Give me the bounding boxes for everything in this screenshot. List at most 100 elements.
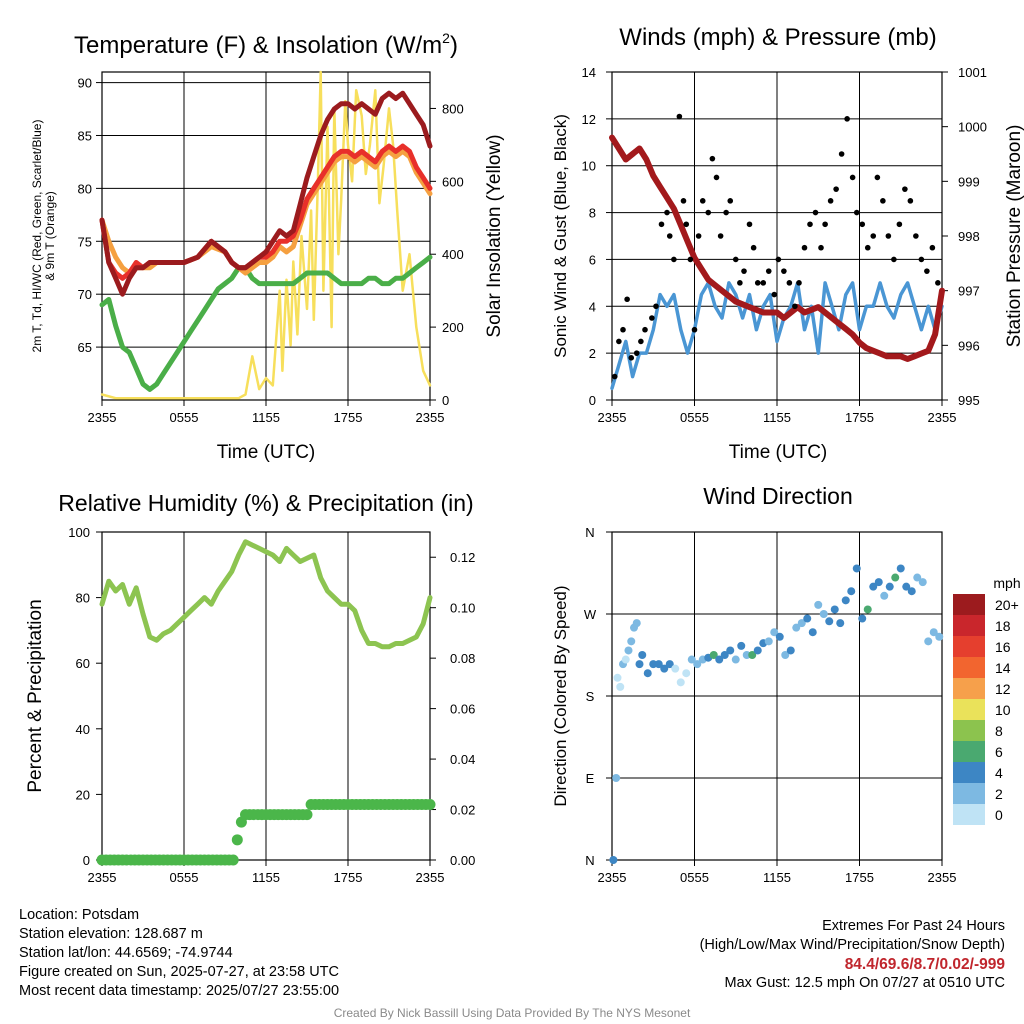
y-tick-label: 90 — [78, 76, 92, 91]
gust-point — [633, 350, 640, 356]
gust-point — [676, 113, 683, 120]
series-station-pressure — [609, 134, 945, 362]
gust-point — [649, 315, 655, 321]
direction-point — [781, 651, 790, 659]
x-axis-label: Time (UTC) — [217, 442, 316, 463]
legend-swatch — [953, 720, 985, 741]
series-9m-t — [99, 148, 433, 276]
legend-swatch — [953, 678, 985, 699]
gust-point — [807, 221, 813, 228]
temperature-panel: 2355 0555 1155 1755 2355 65 70 75 80 85 90 0 200 400 6… — [30, 30, 505, 463]
legend-label: 12 — [995, 681, 1011, 697]
y2-tick-label: 1001 — [958, 65, 987, 80]
direction-point — [825, 617, 834, 626]
gust-point — [754, 280, 761, 286]
direction-point — [609, 856, 618, 864]
x-tick-label: 1755 — [334, 410, 363, 425]
gust-point — [781, 268, 787, 274]
gust-point — [691, 326, 698, 333]
extremes-box: Extremes For Past 24 Hours (High/Low/Max… — [700, 917, 1005, 993]
y-tick-label: 85 — [78, 128, 92, 143]
direction-point — [885, 582, 894, 591]
direction-point — [775, 632, 784, 641]
y-tick-label: 70 — [78, 287, 92, 302]
y2-tick-label: 0.00 — [450, 853, 475, 868]
legend-swatch — [953, 762, 985, 783]
station-elevation: Station elevation: 128.687 m — [19, 926, 203, 942]
y2-axis-label: Station Pressure (Maroon) — [1004, 125, 1024, 348]
direction-point — [687, 655, 696, 664]
direction-point — [891, 573, 900, 582]
series-solar-insolation — [100, 70, 432, 400]
direction-point — [682, 669, 691, 678]
x-tick-label: 1155 — [252, 410, 280, 425]
direction-point — [808, 628, 817, 637]
meteogram-figure: 2355 0555 1155 1755 235565707580859002004006… — [25, 24, 1024, 885]
legend-label: 0 — [995, 807, 1003, 823]
gust-point — [918, 256, 925, 263]
series-relative-humidity — [99, 539, 433, 650]
y2-tick-label: 998 — [958, 229, 980, 244]
y-tick-label: W — [584, 607, 597, 622]
gust-point — [727, 198, 734, 204]
chart-title: Relative Humidity (%) & Precipitation (i… — [58, 490, 473, 516]
gust-point — [913, 233, 919, 239]
y2-tick-label: 0 — [442, 393, 449, 408]
gust-point — [746, 221, 753, 228]
y-tick-label: 80 — [78, 181, 92, 196]
legend-label: 16 — [995, 639, 1011, 655]
gust-point — [907, 198, 914, 204]
gust-point — [709, 155, 716, 162]
legend-swatch — [953, 657, 985, 678]
y2-tick-label: 0.10 — [450, 601, 475, 616]
y2-tick-label: 0.08 — [450, 651, 475, 666]
gust-point — [624, 296, 630, 303]
y-tick-label: 12 — [582, 112, 596, 127]
humidity-precip-panel: 2355 0555 1155 1755 2355 0 20 40 60 80 100 0.00 0.02… — [25, 490, 475, 885]
direction-point — [896, 564, 905, 573]
direction-point — [874, 578, 883, 587]
winds-pressure-panel: 2355 0555 1155 1755 235502468101214995996997… — [551, 24, 1024, 463]
y-tick-label: 6 — [589, 252, 596, 267]
gust-point — [935, 280, 941, 286]
gust-point — [891, 256, 897, 263]
gust-point — [705, 209, 712, 216]
gust-point — [683, 221, 690, 228]
direction-point — [792, 623, 801, 632]
y-tick-label: 4 — [589, 299, 596, 314]
y2-axis-label: Solar Insolation (Yellow) — [484, 134, 505, 337]
gust-point — [680, 198, 687, 204]
direction-point — [852, 564, 861, 573]
y-tick-label: 80 — [76, 591, 90, 606]
x-tick-label: 2355 — [416, 410, 445, 425]
y-axis-label: Percent & Precipitation — [25, 599, 46, 792]
chart-title: Wind Direction — [703, 483, 853, 509]
legend-label: 4 — [995, 765, 1003, 781]
x-tick-label: 2355 — [416, 870, 445, 885]
y-axis-label: 2m T, Td, HI/WC (Red, Green, Scarlet/Blu… — [30, 120, 44, 353]
direction-point — [814, 600, 823, 609]
direction-point — [726, 646, 735, 655]
series-sonic-wind — [610, 281, 944, 391]
recent-timestamp: Most recent data timestamp: 2025/07/27 2… — [19, 983, 340, 999]
x-tick-label: 0555 — [680, 410, 709, 425]
gust-point — [732, 256, 739, 263]
direction-point — [612, 774, 621, 782]
y2-tick-label: 200 — [442, 320, 464, 335]
direction-point — [748, 651, 757, 659]
direction-point — [671, 664, 680, 673]
figure-created: Figure created on Sun, 2025-07-27, at 23… — [19, 964, 339, 980]
y2-tick-label: 1000 — [958, 120, 987, 135]
extremes-heading: Extremes For Past 24 Hours — [822, 918, 1005, 934]
gust-point — [750, 244, 757, 251]
direction-point — [715, 655, 724, 664]
direction-point — [621, 655, 630, 664]
y-tick-label: 60 — [76, 656, 90, 671]
gust-point — [818, 244, 824, 251]
gust-point — [771, 291, 778, 298]
y-tick-label: 100 — [68, 525, 90, 540]
gust-point — [786, 280, 793, 286]
legend-swatch — [953, 783, 985, 804]
direction-point — [924, 637, 933, 646]
gust-point — [874, 174, 881, 181]
